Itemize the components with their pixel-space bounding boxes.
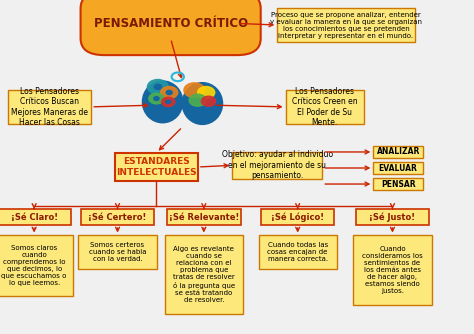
Text: Proceso que se propone analizar, entender
y evaluar la manera en la que se organ: Proceso que se propone analizar, entende… [270,12,422,38]
FancyBboxPatch shape [0,235,73,296]
Circle shape [201,96,216,106]
Circle shape [162,97,175,107]
Text: ¡Sé Claro!: ¡Sé Claro! [10,213,58,221]
FancyBboxPatch shape [81,0,261,55]
FancyBboxPatch shape [285,90,364,124]
Text: ¡Sé Justo!: ¡Sé Justo! [369,212,416,222]
FancyBboxPatch shape [373,178,423,190]
Circle shape [149,93,164,104]
Text: Somos claros
cuando
comprendemos lo
que decimos, lo
que escuchamos o
lo que leem: Somos claros cuando comprendemos lo que … [1,245,67,286]
Circle shape [189,94,206,106]
Circle shape [166,91,172,95]
Text: ¡Sé Relevante!: ¡Sé Relevante! [169,213,239,221]
Ellipse shape [182,82,223,124]
FancyBboxPatch shape [353,235,431,305]
Circle shape [154,97,159,101]
Circle shape [161,87,178,99]
Text: PENSAR: PENSAR [381,180,416,188]
Text: Somos certeros
cuando se habla
con la verdad.: Somos certeros cuando se habla con la ve… [89,242,146,262]
Text: Los Pensadores
Críticos Buscan
Mejores Maneras de
Hacer las Cosas: Los Pensadores Críticos Buscan Mejores M… [11,87,88,127]
FancyBboxPatch shape [164,235,243,314]
Text: PENSAMIENTO CRÍTICO: PENSAMIENTO CRÍTICO [93,17,248,30]
FancyBboxPatch shape [81,209,155,225]
Text: Algo es revelante
cuando se
relaciona con el
problema que
tratas de resolver
ó l: Algo es revelante cuando se relaciona co… [173,246,235,303]
FancyBboxPatch shape [373,146,423,158]
Text: ANALIZAR: ANALIZAR [376,148,420,156]
FancyBboxPatch shape [167,209,240,225]
FancyBboxPatch shape [277,8,415,42]
FancyBboxPatch shape [261,209,334,225]
FancyBboxPatch shape [115,153,198,181]
FancyBboxPatch shape [232,152,322,179]
FancyBboxPatch shape [259,235,337,269]
Text: Objetivo: ayudar al individuo
en el mejoramiento de su
pensamiento.: Objetivo: ayudar al individuo en el mejo… [222,150,333,180]
Text: Los Pensadores
Críticos Creen en
El Poder de Su
Mente.: Los Pensadores Críticos Creen en El Pode… [292,87,357,127]
FancyBboxPatch shape [356,209,429,225]
FancyBboxPatch shape [8,90,91,124]
Text: ¡Sé Certero!: ¡Sé Certero! [88,213,147,221]
Circle shape [166,100,171,104]
Circle shape [154,84,162,90]
Circle shape [147,79,168,94]
Text: ¡Sé Lógico!: ¡Sé Lógico! [271,212,324,222]
Ellipse shape [142,81,183,123]
Circle shape [198,87,215,99]
Text: Cuando todas las
cosas encajan de
manera correcta.: Cuando todas las cosas encajan de manera… [267,242,328,262]
Circle shape [184,83,205,98]
Text: Cuando
consideramos los
sentimientos de
los demás antes
de hacer algo,
estamos s: Cuando consideramos los sentimientos de … [362,246,423,294]
Text: EVALUAR: EVALUAR [379,164,418,172]
FancyBboxPatch shape [78,235,156,269]
Text: ESTANDARES
INTELECTUALES: ESTANDARES INTELECTUALES [116,157,197,177]
FancyBboxPatch shape [373,162,423,174]
FancyBboxPatch shape [0,209,71,225]
